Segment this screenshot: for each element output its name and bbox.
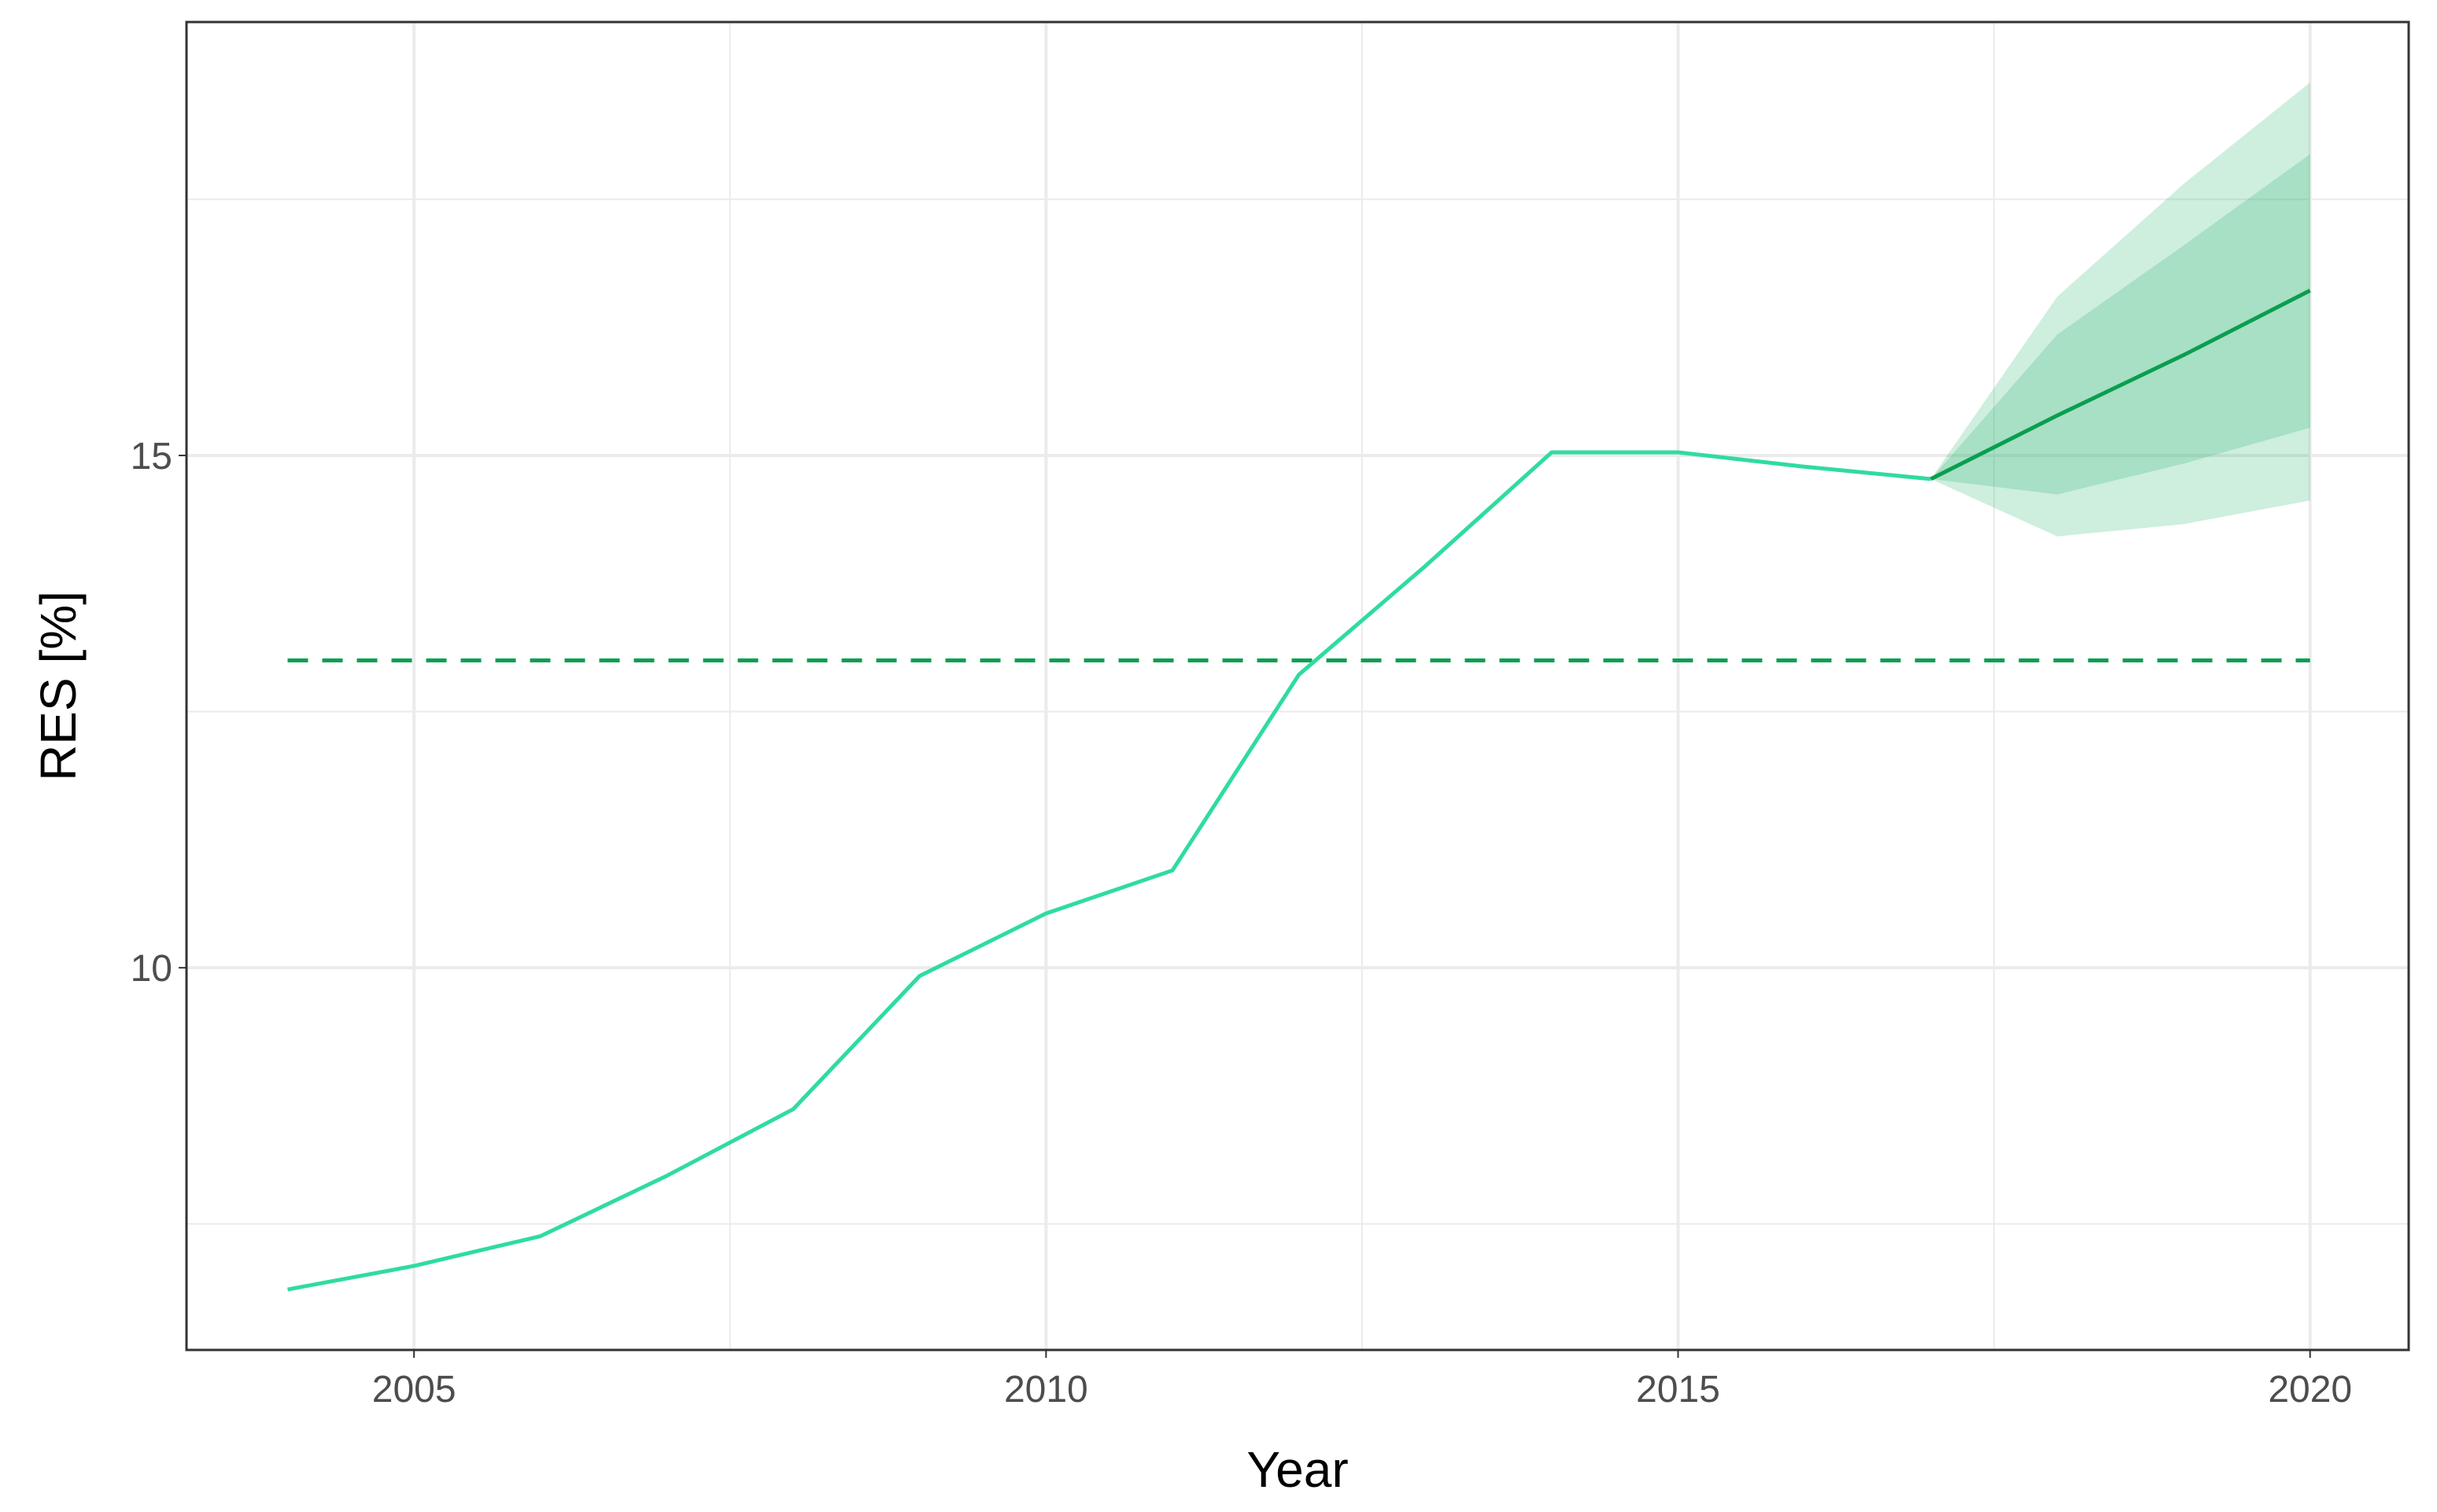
x-tick-label: 2020: [2268, 1369, 2352, 1411]
confidence-band: [1930, 154, 2310, 495]
x-tick-label: 2015: [1636, 1369, 1720, 1411]
y-tick-label: 15: [131, 436, 172, 478]
plot-border: [185, 20, 2410, 1352]
x-axis-title: Year: [1246, 1441, 1348, 1498]
y-tick-label: 10: [131, 948, 172, 990]
x-tick-label: 2005: [372, 1369, 456, 1411]
confidence-band: [1930, 82, 2310, 537]
x-tick-label: 2010: [1004, 1369, 1088, 1411]
data-line: [287, 450, 1932, 1292]
y-axis-title: RES [%]: [30, 591, 87, 781]
data-line: [1929, 289, 2311, 481]
